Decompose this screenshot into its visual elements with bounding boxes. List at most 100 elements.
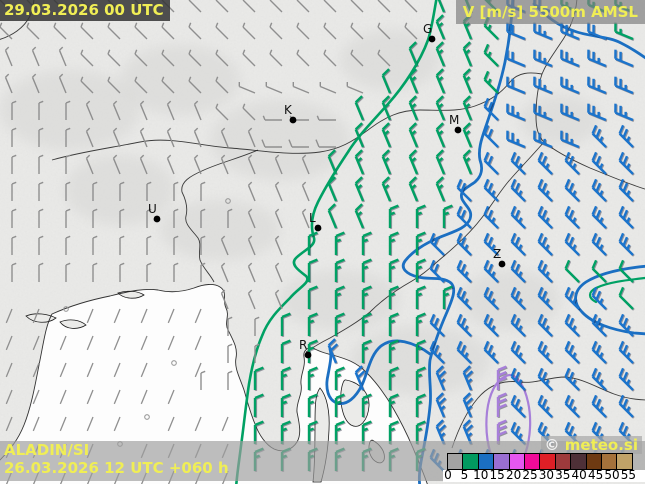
wind-barb (510, 205, 526, 229)
wind-barb (238, 82, 256, 94)
wind-barb (618, 367, 634, 391)
wind-barb (188, 76, 202, 94)
wind-barb (560, 76, 580, 95)
wind-barb (86, 416, 94, 432)
wind-barb (408, 68, 419, 94)
wind-barb (274, 262, 283, 283)
wind-barb (618, 232, 634, 256)
wind-barb (38, 235, 44, 255)
copyright-icon: © (544, 436, 560, 454)
wind-barb (506, 49, 526, 68)
wind-barb (215, 0, 229, 13)
wind-barb (361, 285, 372, 309)
wind-barb (537, 151, 553, 175)
wind-barb (194, 416, 202, 432)
wind-barb (242, 49, 256, 67)
wind-barb (560, 49, 580, 68)
wind-barb (408, 149, 419, 175)
wind-barb (134, 49, 148, 67)
wind-barb (587, 76, 607, 95)
wind-barb (269, 22, 283, 40)
wind-barb (435, 14, 446, 40)
wind-barb (346, 82, 364, 94)
wind-barb (429, 259, 445, 283)
wind-barb (242, 22, 256, 40)
wind-barb (85, 154, 94, 175)
city-label: K (284, 103, 293, 117)
wind-barb (220, 235, 229, 256)
wind-barb (456, 313, 472, 337)
wind-barb (462, 95, 473, 121)
wind-barb (435, 41, 446, 67)
wind-barb (280, 339, 291, 363)
wind-barb (11, 127, 17, 147)
legend-value: 55 (620, 468, 637, 482)
wind-barb (618, 178, 634, 202)
wind-speed-legend: 0 5 10 15 20 25 30 35 40 45 50 55 (443, 453, 645, 482)
wind-barb (11, 181, 17, 201)
wind-barb (510, 313, 526, 337)
wind-barb (361, 258, 372, 282)
wind-barb (113, 362, 121, 378)
wind-barb (319, 82, 337, 94)
wind-barb (435, 95, 446, 121)
wind-barb (113, 308, 121, 324)
wind-barb (435, 122, 446, 148)
wind-barb (537, 367, 553, 391)
wind-barb (587, 103, 607, 122)
wind-barb (227, 316, 233, 336)
wind-barb (193, 127, 202, 148)
wind-barb (560, 22, 580, 41)
wind-barb (506, 76, 526, 95)
wind-barb (86, 335, 94, 351)
wind-barb (315, 139, 336, 148)
city-markers-layer: G K M U L Z R (148, 22, 506, 359)
wind-barb (274, 235, 283, 256)
wind-barb (618, 394, 634, 418)
city-label: R (299, 338, 307, 352)
wind-barb (510, 340, 526, 364)
wind-barb (86, 389, 94, 405)
wind-barb (354, 176, 365, 202)
country-border (181, 149, 259, 283)
wind-barb (4, 73, 13, 94)
wind-barb (280, 393, 291, 417)
wind-barb (134, 76, 148, 94)
wind-barb (265, 82, 283, 94)
wind-barb (242, 0, 256, 13)
wind-barb (167, 416, 175, 432)
wind-barb (119, 235, 125, 255)
city-label: G (423, 22, 432, 36)
wind-barb (85, 127, 94, 148)
wind-barb (354, 122, 365, 148)
wind-barb (591, 178, 607, 202)
wind-barb (254, 343, 260, 363)
wind-barb (38, 154, 44, 174)
wind-barb (26, 22, 40, 40)
wind-barb (307, 420, 318, 444)
wind-barb (415, 393, 426, 417)
wind-barb (146, 235, 152, 255)
calm-marker (225, 198, 231, 204)
wind-barb (334, 366, 345, 390)
wind-barb (435, 149, 446, 175)
wind-barb (11, 154, 17, 174)
city-marker: M (449, 113, 462, 134)
wind-barb (173, 208, 179, 228)
wind-barb (307, 258, 318, 282)
wind-barb (456, 205, 472, 229)
wind-barb (112, 154, 121, 175)
wind-barb (161, 49, 175, 67)
wind-barb (388, 258, 399, 282)
country-border (543, 141, 645, 190)
wind-barb (591, 340, 607, 364)
wind-barb (334, 420, 345, 444)
wind-barb (564, 151, 580, 175)
wind-barb (483, 232, 499, 256)
wind-barb (253, 420, 264, 444)
wind-barb (269, 0, 283, 13)
wind-barb (113, 416, 121, 432)
wind-barb (377, 0, 391, 13)
legend-swatch (616, 453, 633, 470)
